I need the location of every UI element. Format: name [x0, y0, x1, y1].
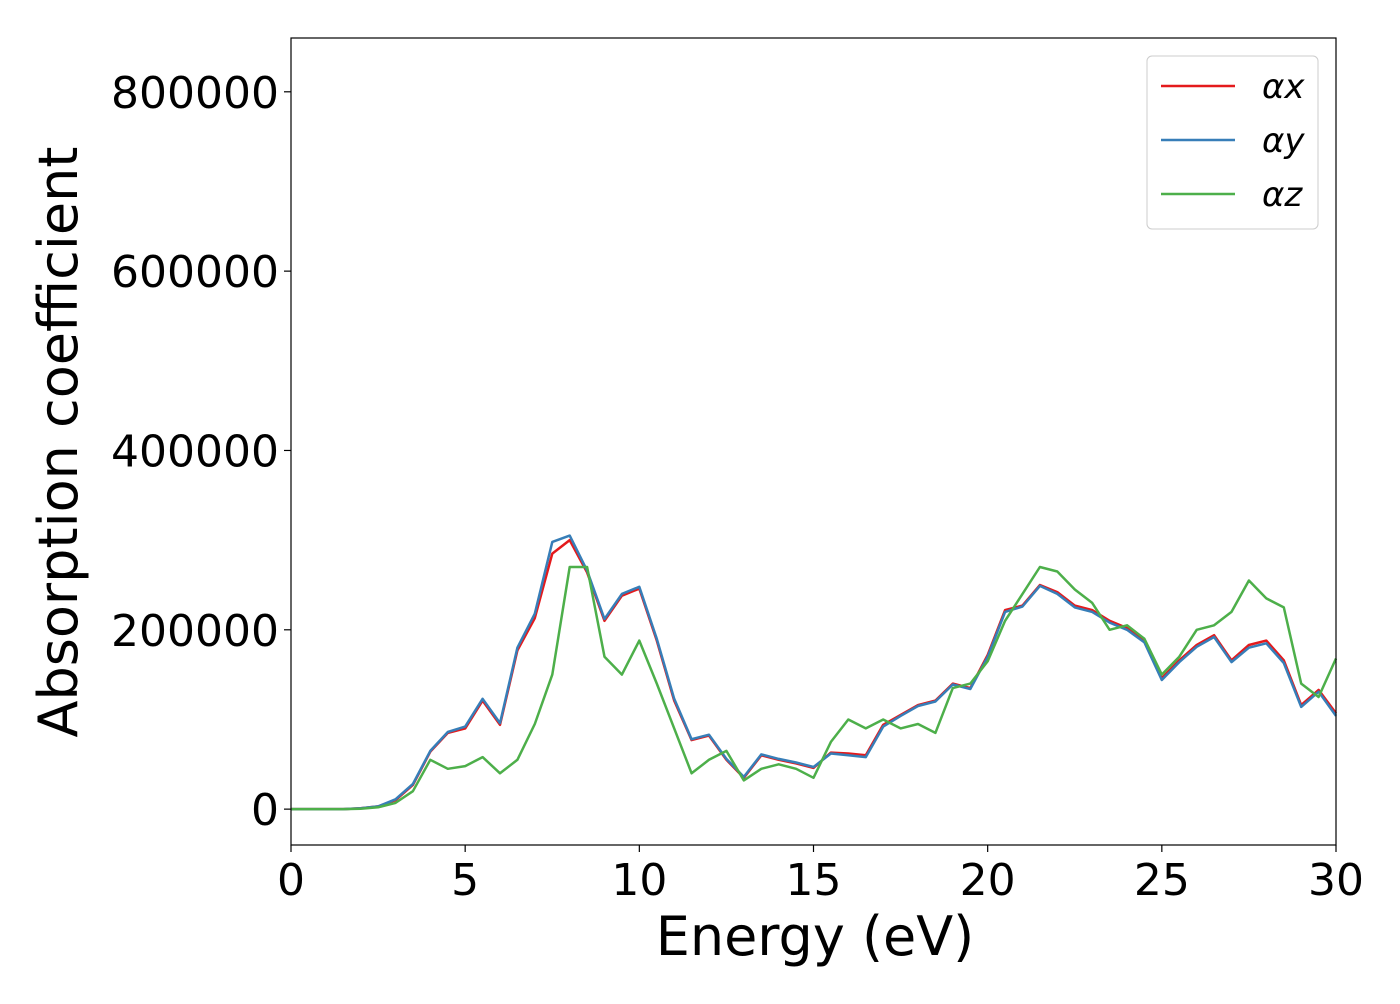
x-tick-label: 25 [1134, 855, 1190, 906]
legend-box [1146, 55, 1319, 230]
y-tick-label: 600000 [111, 247, 279, 298]
x-tick-label: 20 [960, 855, 1016, 906]
x-tick-label: 10 [611, 855, 667, 906]
y-tick-label: 0 [251, 785, 279, 836]
y-tick-label: 400000 [111, 426, 279, 477]
x-tick-label: 15 [786, 855, 842, 906]
x-tick-label: 0 [277, 855, 305, 906]
legend-label: αy [1262, 121, 1305, 161]
x-axis-label: Energy (eV) [656, 905, 975, 968]
plot-frame [290, 37, 1337, 846]
y-tick-label: 800000 [111, 68, 279, 119]
x-tick-label: 30 [1308, 855, 1364, 906]
legend-label: αz [1262, 175, 1303, 215]
y-tick-label: 200000 [111, 606, 279, 657]
legend-label: αx [1262, 67, 1305, 107]
data-line [291, 565, 1338, 811]
y-axis-label: Absorption coefficient [27, 147, 90, 738]
x-tick-label: 5 [451, 855, 479, 906]
data-line [291, 534, 1338, 811]
